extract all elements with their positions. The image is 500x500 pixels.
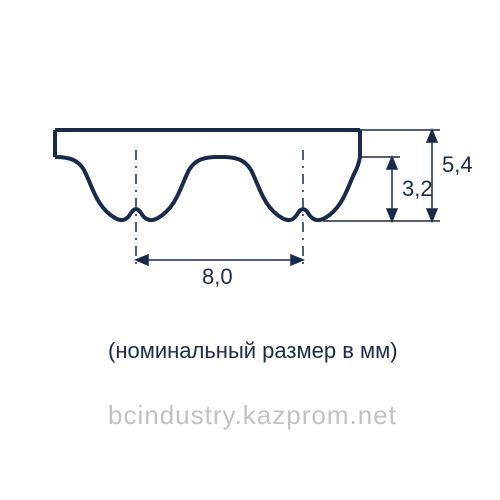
arrow-left [136, 255, 148, 265]
dim-tooth-height-label: 3,2 [402, 176, 433, 202]
arrow-oh-top [427, 130, 437, 142]
arrow-right [291, 255, 303, 265]
dim-pitch-label: 8,0 [202, 264, 233, 290]
arrow-th-top [387, 157, 397, 169]
arrow-th-bot [387, 209, 397, 221]
profile-outline [55, 130, 360, 220]
arrow-oh-bot [427, 209, 437, 221]
caption-text: (номинальный размер в мм) [108, 338, 398, 364]
watermark-text: bcindustry.kazprom.net [108, 400, 397, 431]
dim-overall-height-label: 5,4 [442, 152, 473, 178]
